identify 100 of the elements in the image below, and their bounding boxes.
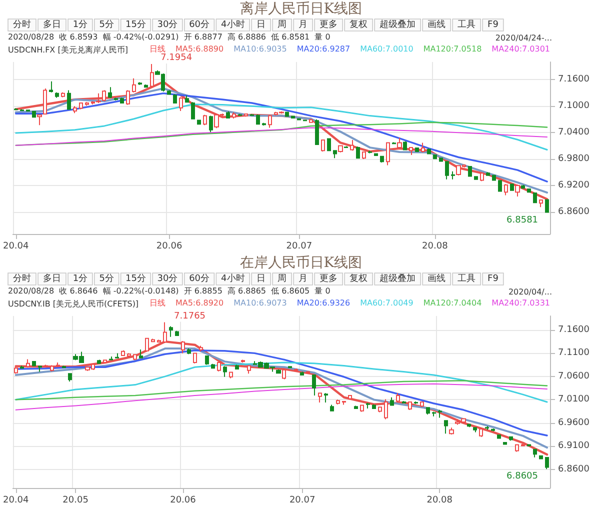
- x-tick-label: 20.06: [156, 242, 182, 252]
- text: 2020/04/...: [508, 288, 552, 296]
- candlestick: [294, 368, 298, 372]
- candlestick: [545, 456, 549, 470]
- y-tick-label: 7.1100: [558, 348, 590, 358]
- candlestick: [327, 138, 331, 152]
- candlestick: [288, 366, 292, 369]
- candlestick: [330, 404, 334, 412]
- candlestick: [533, 192, 537, 204]
- text: 日: [256, 20, 266, 30]
- candlestick: [226, 110, 230, 119]
- candlestick: [32, 360, 36, 367]
- candlestick: [380, 155, 384, 164]
- text: 30分: [157, 19, 178, 30]
- text: 日线: [149, 298, 166, 308]
- candlestick: [356, 146, 360, 160]
- candlestick: [420, 401, 424, 408]
- candlestick: [67, 90, 71, 110]
- candlestick: [344, 146, 348, 148]
- candlestick: [20, 108, 24, 112]
- candlestick: [291, 115, 295, 119]
- candlestick: [354, 405, 358, 410]
- candlestick: [14, 108, 18, 111]
- text: 2020/04/24-...: [495, 34, 552, 42]
- candlestick: [20, 365, 24, 370]
- text: 超级叠加: [380, 273, 416, 284]
- annotation: 7.1765: [174, 311, 206, 322]
- candlestick: [256, 114, 260, 126]
- candlestick: [396, 392, 400, 402]
- x-tick-label: 20.04: [2, 242, 30, 252]
- text: MA5:6.8920: [175, 298, 224, 308]
- candlestick: [191, 102, 195, 120]
- candlestick: [138, 82, 142, 86]
- candlestick: [392, 142, 396, 145]
- text: 复权: [350, 19, 368, 30]
- candlestick: [85, 102, 89, 106]
- candlestick: [402, 400, 406, 404]
- candlestick: [241, 359, 245, 363]
- candlestick: [451, 170, 455, 180]
- line-series: [15, 362, 548, 403]
- candlestick: [300, 371, 304, 376]
- candlestick: [247, 364, 251, 374]
- candlestick: [179, 96, 183, 112]
- candlestick: [49, 80, 53, 93]
- candlestick: [282, 368, 286, 380]
- candlestick: [109, 356, 113, 360]
- candlestick: [498, 180, 502, 192]
- candlestick: [362, 151, 366, 160]
- candlestick: [521, 184, 525, 190]
- text: 复权: [350, 273, 368, 284]
- candlestick: [324, 392, 328, 403]
- candlestick: [479, 428, 483, 438]
- text: 4小时: [221, 273, 245, 284]
- candlestick: [193, 352, 197, 364]
- candlestick: [173, 94, 177, 104]
- candlestick: [503, 441, 507, 446]
- y-tick-label: 6.9100: [558, 441, 590, 452]
- text: MA20:6.9326: [296, 298, 350, 308]
- candlestick: [386, 142, 390, 166]
- candlestick: [321, 139, 325, 152]
- text: 月: [298, 274, 308, 284]
- candlestick: [151, 338, 155, 343]
- text: 60分: [189, 19, 210, 30]
- candlestick: [73, 106, 77, 114]
- candlestick: [127, 352, 131, 358]
- line-series: [15, 380, 548, 400]
- text: MA10:6.9035: [234, 44, 287, 54]
- candlestick: [390, 396, 394, 406]
- text: 多日: [43, 19, 61, 30]
- candlestick: [486, 172, 490, 176]
- text: 周: [278, 19, 287, 30]
- text: 周: [278, 273, 287, 284]
- chart-title: 在岸人民币日K线图: [240, 255, 362, 271]
- line-series: [15, 127, 548, 146]
- candlestick: [38, 365, 42, 372]
- x-tick-label: 20.08: [422, 242, 448, 252]
- annotation: 6.8605: [506, 472, 538, 482]
- candlestick: [238, 114, 242, 116]
- candlestick: [497, 434, 501, 440]
- candlestick: [297, 118, 301, 121]
- text: MA120:7.0518: [423, 44, 482, 54]
- candlestick: [68, 372, 72, 382]
- candlestick: [229, 371, 233, 379]
- x-tick-label: 20.08: [426, 496, 453, 506]
- candlestick: [384, 398, 388, 420]
- candlestick: [315, 118, 319, 146]
- annotation: 6.8581: [506, 215, 538, 226]
- text: 更多: [320, 273, 338, 284]
- candlestick: [169, 326, 173, 338]
- candlestick: [433, 154, 437, 160]
- y-tick-label: 6.9200: [558, 180, 590, 190]
- text: MA5:6.8890: [175, 44, 224, 54]
- x-tick-label: 20.04: [2, 496, 30, 506]
- candlestick: [414, 401, 418, 404]
- y-tick-label: 7.0600: [558, 371, 590, 382]
- candlestick: [121, 350, 125, 356]
- candlestick: [372, 404, 376, 410]
- candlestick: [348, 394, 352, 400]
- candlestick: [32, 110, 36, 118]
- text: MA60:7.0049: [360, 298, 414, 308]
